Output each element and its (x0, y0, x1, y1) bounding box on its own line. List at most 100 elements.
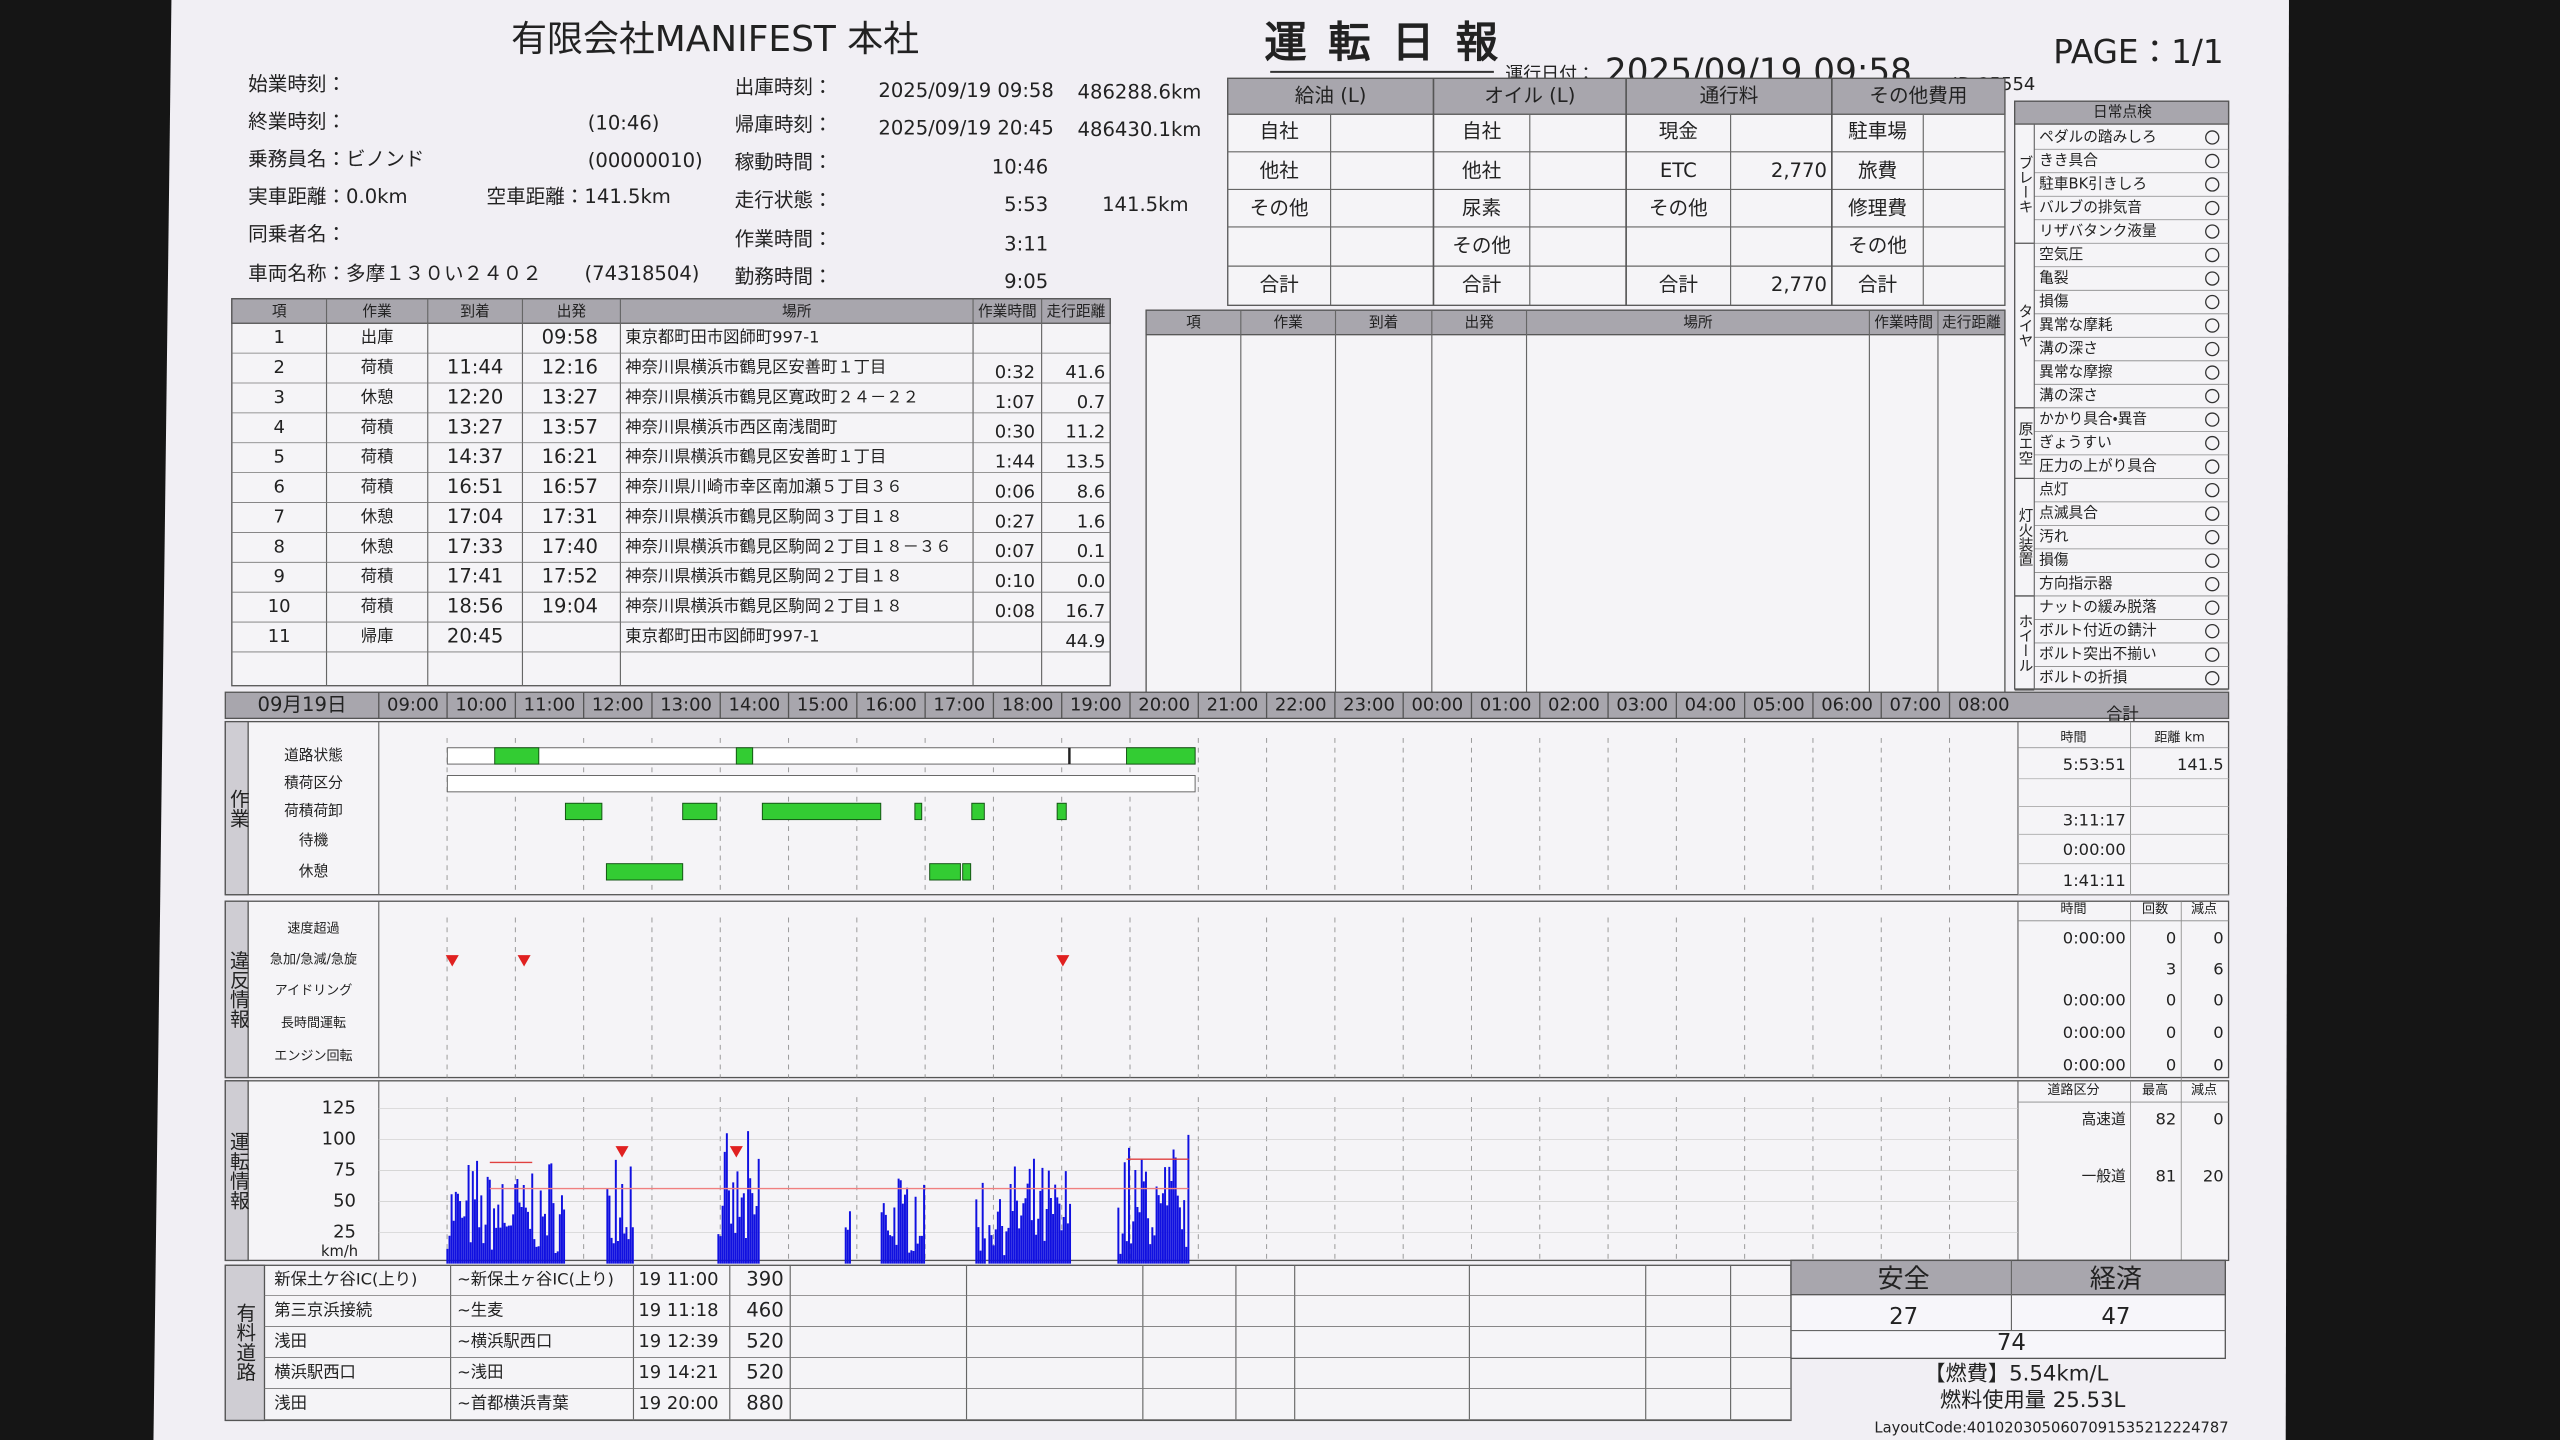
work-row-label: 積荷区分 (284, 775, 343, 792)
check-group: 原エ空 (2016, 421, 2033, 465)
check-group: タイヤ (2016, 303, 2033, 347)
operation-no: 1 (273, 327, 284, 348)
check-circle (2205, 435, 2220, 451)
work-bar (962, 863, 972, 881)
operation-distance: 44.9 (1065, 631, 1105, 652)
operation-work-time: 0:08 (995, 601, 1035, 622)
operation-header (231, 298, 1111, 324)
work-row-label: 道路状態 (284, 747, 343, 764)
check-circle (2205, 200, 2220, 216)
operation-distance: 8.6 (1077, 481, 1106, 502)
operation-header-cell: 場所 (782, 303, 812, 320)
operation-header-cell: 作業時間 (1874, 314, 1933, 331)
operation-arrive: 17:33 (447, 535, 503, 558)
hour-label: 21:00 (1207, 694, 1259, 715)
check-item: ぎょうすい (2039, 434, 2112, 451)
operation-arrive: 13:27 (447, 415, 503, 438)
operation-header-cell: 作業 (362, 303, 392, 320)
section-label: 有料道路 (233, 1303, 256, 1381)
toll-time: 19 12:39 (638, 1331, 718, 1352)
info-field: 始業時刻： (248, 72, 346, 95)
hour-label: 12:00 (592, 694, 644, 715)
hour-label: 19:00 (1070, 694, 1122, 715)
work-total-distance: 141.5 (2177, 755, 2224, 774)
operation-work: 荷積 (361, 358, 394, 377)
operation-header-cell: 場所 (1683, 314, 1713, 331)
operation-no: 3 (273, 387, 284, 408)
expense-label: ETC (1660, 159, 1697, 182)
expense-header: 通行料 (1700, 84, 1759, 107)
work-row-label: 荷積荷卸 (284, 802, 343, 819)
violation-marker (517, 955, 531, 967)
operation-arrive: 14:37 (447, 445, 503, 468)
toll-entry: 第三京浜接続 (274, 1301, 372, 1320)
operation-no: 6 (273, 477, 284, 498)
toll-entry: 浅田 (274, 1332, 307, 1351)
timeline-header (224, 691, 2230, 720)
operation-depart: 17:52 (542, 565, 598, 588)
company-name: 有限会社MANIFEST 本社 (511, 19, 919, 60)
toll-fee: 880 (746, 1392, 783, 1415)
check-group: 灯火装置 (2016, 508, 2033, 567)
operation-work-time: 1:44 (995, 452, 1035, 473)
score-label: 安全 (1878, 1264, 1930, 1294)
total-label: 合計 (2106, 705, 2139, 724)
info-field: 乗務員名：ビノンド (248, 147, 424, 170)
score-value: 27 (1889, 1304, 1918, 1330)
operation-depart: 17:40 (542, 535, 598, 558)
info-field: 同乗者名： (248, 223, 346, 246)
operation-work-time: 0:32 (995, 362, 1035, 383)
expense-label: 他社 (1260, 159, 1299, 182)
operation-arrive: 16:51 (447, 475, 503, 498)
check-item: ナットの緩み脱落 (2039, 599, 2157, 616)
hour-label: 10:00 (455, 694, 507, 715)
work-bar (971, 802, 985, 821)
hour-label: 04:00 (1685, 694, 1737, 715)
operation-header-2 (1145, 309, 2006, 336)
violation-marker (1056, 955, 1070, 967)
check-circle (2205, 271, 2220, 286)
work-total-time: 5:53:51 (2063, 755, 2126, 774)
operation-work: 荷積 (361, 447, 394, 466)
operation-depart: 13:27 (542, 385, 598, 408)
expense-value: 2,770 (1771, 159, 1827, 182)
operation-arrive: 17:41 (447, 565, 503, 588)
check-circle (2205, 600, 2220, 615)
section-label-col (224, 720, 249, 896)
operation-header-cell: 作業 (1273, 314, 1303, 331)
road-max-speed: 82 (2156, 1110, 2177, 1129)
total-header: 最高 (2142, 1082, 2168, 1098)
operation-place: 神奈川県横浜市鶴見区安善町１丁目 (625, 358, 886, 377)
violation-time: 0:00:00 (2063, 928, 2126, 947)
hour-label: 06:00 (1821, 694, 1873, 715)
check-item: 損傷 (2039, 552, 2069, 569)
expense-label: 自社 (1260, 120, 1299, 143)
expense-label: その他 (1452, 234, 1511, 257)
info-value: 486288.6km (1078, 81, 1202, 104)
violation-points: 6 (2213, 959, 2223, 978)
check-table (2014, 100, 2230, 690)
check-title: 日常点検 (2093, 104, 2152, 121)
check-item: 汚れ (2039, 528, 2069, 545)
info-field: 終業時刻： (248, 110, 346, 133)
violation-row-label: エンジン回転 (274, 1049, 352, 1064)
expense-total-label: 合計 (1260, 273, 1299, 296)
check-item: 溝の深さ (2039, 387, 2098, 404)
check-circle (2205, 388, 2220, 404)
score-value: 47 (2101, 1304, 2130, 1330)
check-group: ブレーキ (2016, 155, 2033, 214)
total-header: 距離 km (2154, 730, 2205, 745)
toll-time: 19 11:00 (638, 1269, 718, 1290)
operation-no: 2 (273, 357, 284, 378)
info-field: (74318504) (584, 262, 699, 285)
road-points: 20 (2203, 1167, 2224, 1186)
operation-distance: 11.2 (1065, 422, 1105, 443)
check-circle (2205, 130, 2220, 145)
operation-arrive: 11:44 (447, 356, 503, 379)
speed-tick-label: 75 (333, 1160, 356, 1181)
operation-work: 休憩 (361, 507, 394, 526)
violation-points: 0 (2213, 1023, 2223, 1042)
expense-label: その他 (1250, 196, 1309, 219)
expense-total-label: 合計 (1858, 273, 1897, 296)
